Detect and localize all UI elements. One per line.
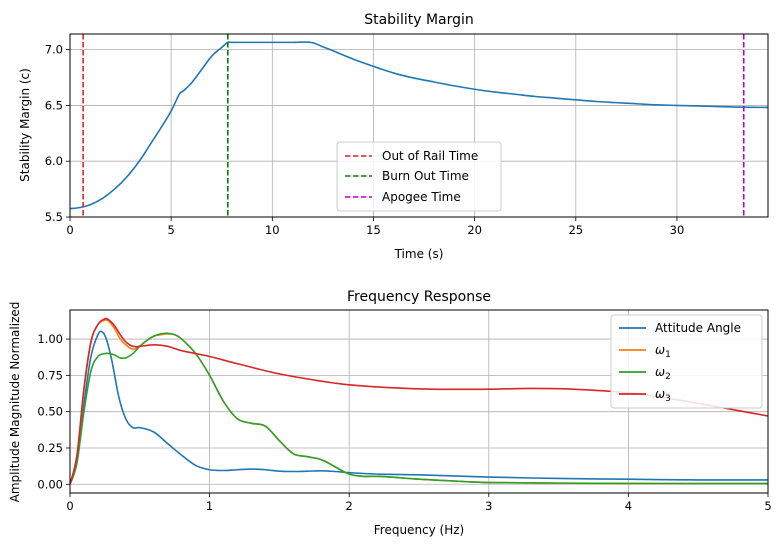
chart2-ytick-label: 0.25 <box>37 441 63 455</box>
chart1-ytick-label: 7.0 <box>45 43 63 57</box>
chart1-xtick-label: 15 <box>366 223 381 237</box>
chart2-xtick-label: 1 <box>206 499 213 513</box>
legend-label-out-of-rail: Out of Rail Time <box>382 149 478 163</box>
chart1-series-line-0 <box>70 41 768 210</box>
chart1-title: Stability Margin <box>364 12 474 28</box>
chart2-series-line-2 <box>70 332 768 485</box>
stability-margin-chart: Stability Margin 0 5 10 15 20 25 30 5.5 6.0 6.5 7.… <box>18 12 769 261</box>
chart2-ytick-label: 1.00 <box>37 332 63 346</box>
legend-label-omega3: ω3 <box>655 387 671 404</box>
chart1-ytick-label: 5.5 <box>45 210 63 224</box>
legend-label-apogee: Apogee Time <box>382 190 461 204</box>
chart2-legend: Attitude Angle ω1 ω2 ω3 <box>610 314 763 409</box>
chart1-xtick-label: 10 <box>265 223 280 237</box>
chart1-xtick-label: 0 <box>66 223 73 237</box>
chart1-xtick-label: 30 <box>670 223 685 237</box>
chart2-xtick-label: 2 <box>346 499 353 513</box>
legend-label-omega2: ω2 <box>655 365 671 382</box>
chart1-legend-box <box>336 141 502 212</box>
chart1-xtick-label: 5 <box>167 223 174 237</box>
chart1-ticks: 0 5 10 15 20 25 30 5.5 6.0 6.5 7.0 <box>45 43 685 237</box>
chart2-ylabel: Amplitude Magnitude Normalized <box>8 302 22 503</box>
legend-label-attitude-angle: Attitude Angle <box>655 321 741 335</box>
chart2-legend-box <box>610 314 763 409</box>
chart1-frame <box>69 33 769 218</box>
chart2-series-line-0 <box>70 330 768 485</box>
chart2-xtick-label: 4 <box>625 499 632 513</box>
chart2-title: Frequency Response <box>347 289 491 305</box>
chart2-frame <box>69 309 769 494</box>
chart2-ytick-label: 0.50 <box>37 405 63 419</box>
chart1-legend: Out of Rail Time Burn Out Time Apogee Ti… <box>336 141 502 212</box>
chart1-ylabel: Stability Margin (c) <box>18 68 32 182</box>
chart2-ytick-label: 0.75 <box>37 368 63 382</box>
chart1-xlabel: Time (s) <box>394 247 444 261</box>
chart1-xtick-label: 20 <box>467 223 482 237</box>
chart2-ytick-label: 0.00 <box>37 477 63 491</box>
chart2-xtick-label: 0 <box>66 499 73 513</box>
legend-label-omega1: ω1 <box>655 343 671 360</box>
chart2-series-group <box>70 317 768 485</box>
chart1-ytick-label: 6.0 <box>45 154 63 168</box>
chart2-xtick-label: 5 <box>764 499 771 513</box>
chart1-series-group <box>70 34 768 217</box>
chart2-series-line-3 <box>70 317 768 485</box>
legend-label-burn-out: Burn Out Time <box>382 169 469 183</box>
chart1-plot-area <box>70 34 768 217</box>
frequency-response-chart: Frequency Response 0 1 2 3 4 5 0.00 0.25 0.50 0.7… <box>8 289 772 537</box>
chart1-ytick-label: 6.5 <box>45 98 63 112</box>
chart2-plot-area <box>70 317 768 485</box>
chart2-ticks: 0 1 2 3 4 5 0.00 0.25 0.50 0.75 1.00 <box>37 332 771 513</box>
chart1-xtick-label: 25 <box>568 223 583 237</box>
chart2-xtick-label: 3 <box>485 499 492 513</box>
chart2-xlabel: Frequency (Hz) <box>374 523 465 537</box>
